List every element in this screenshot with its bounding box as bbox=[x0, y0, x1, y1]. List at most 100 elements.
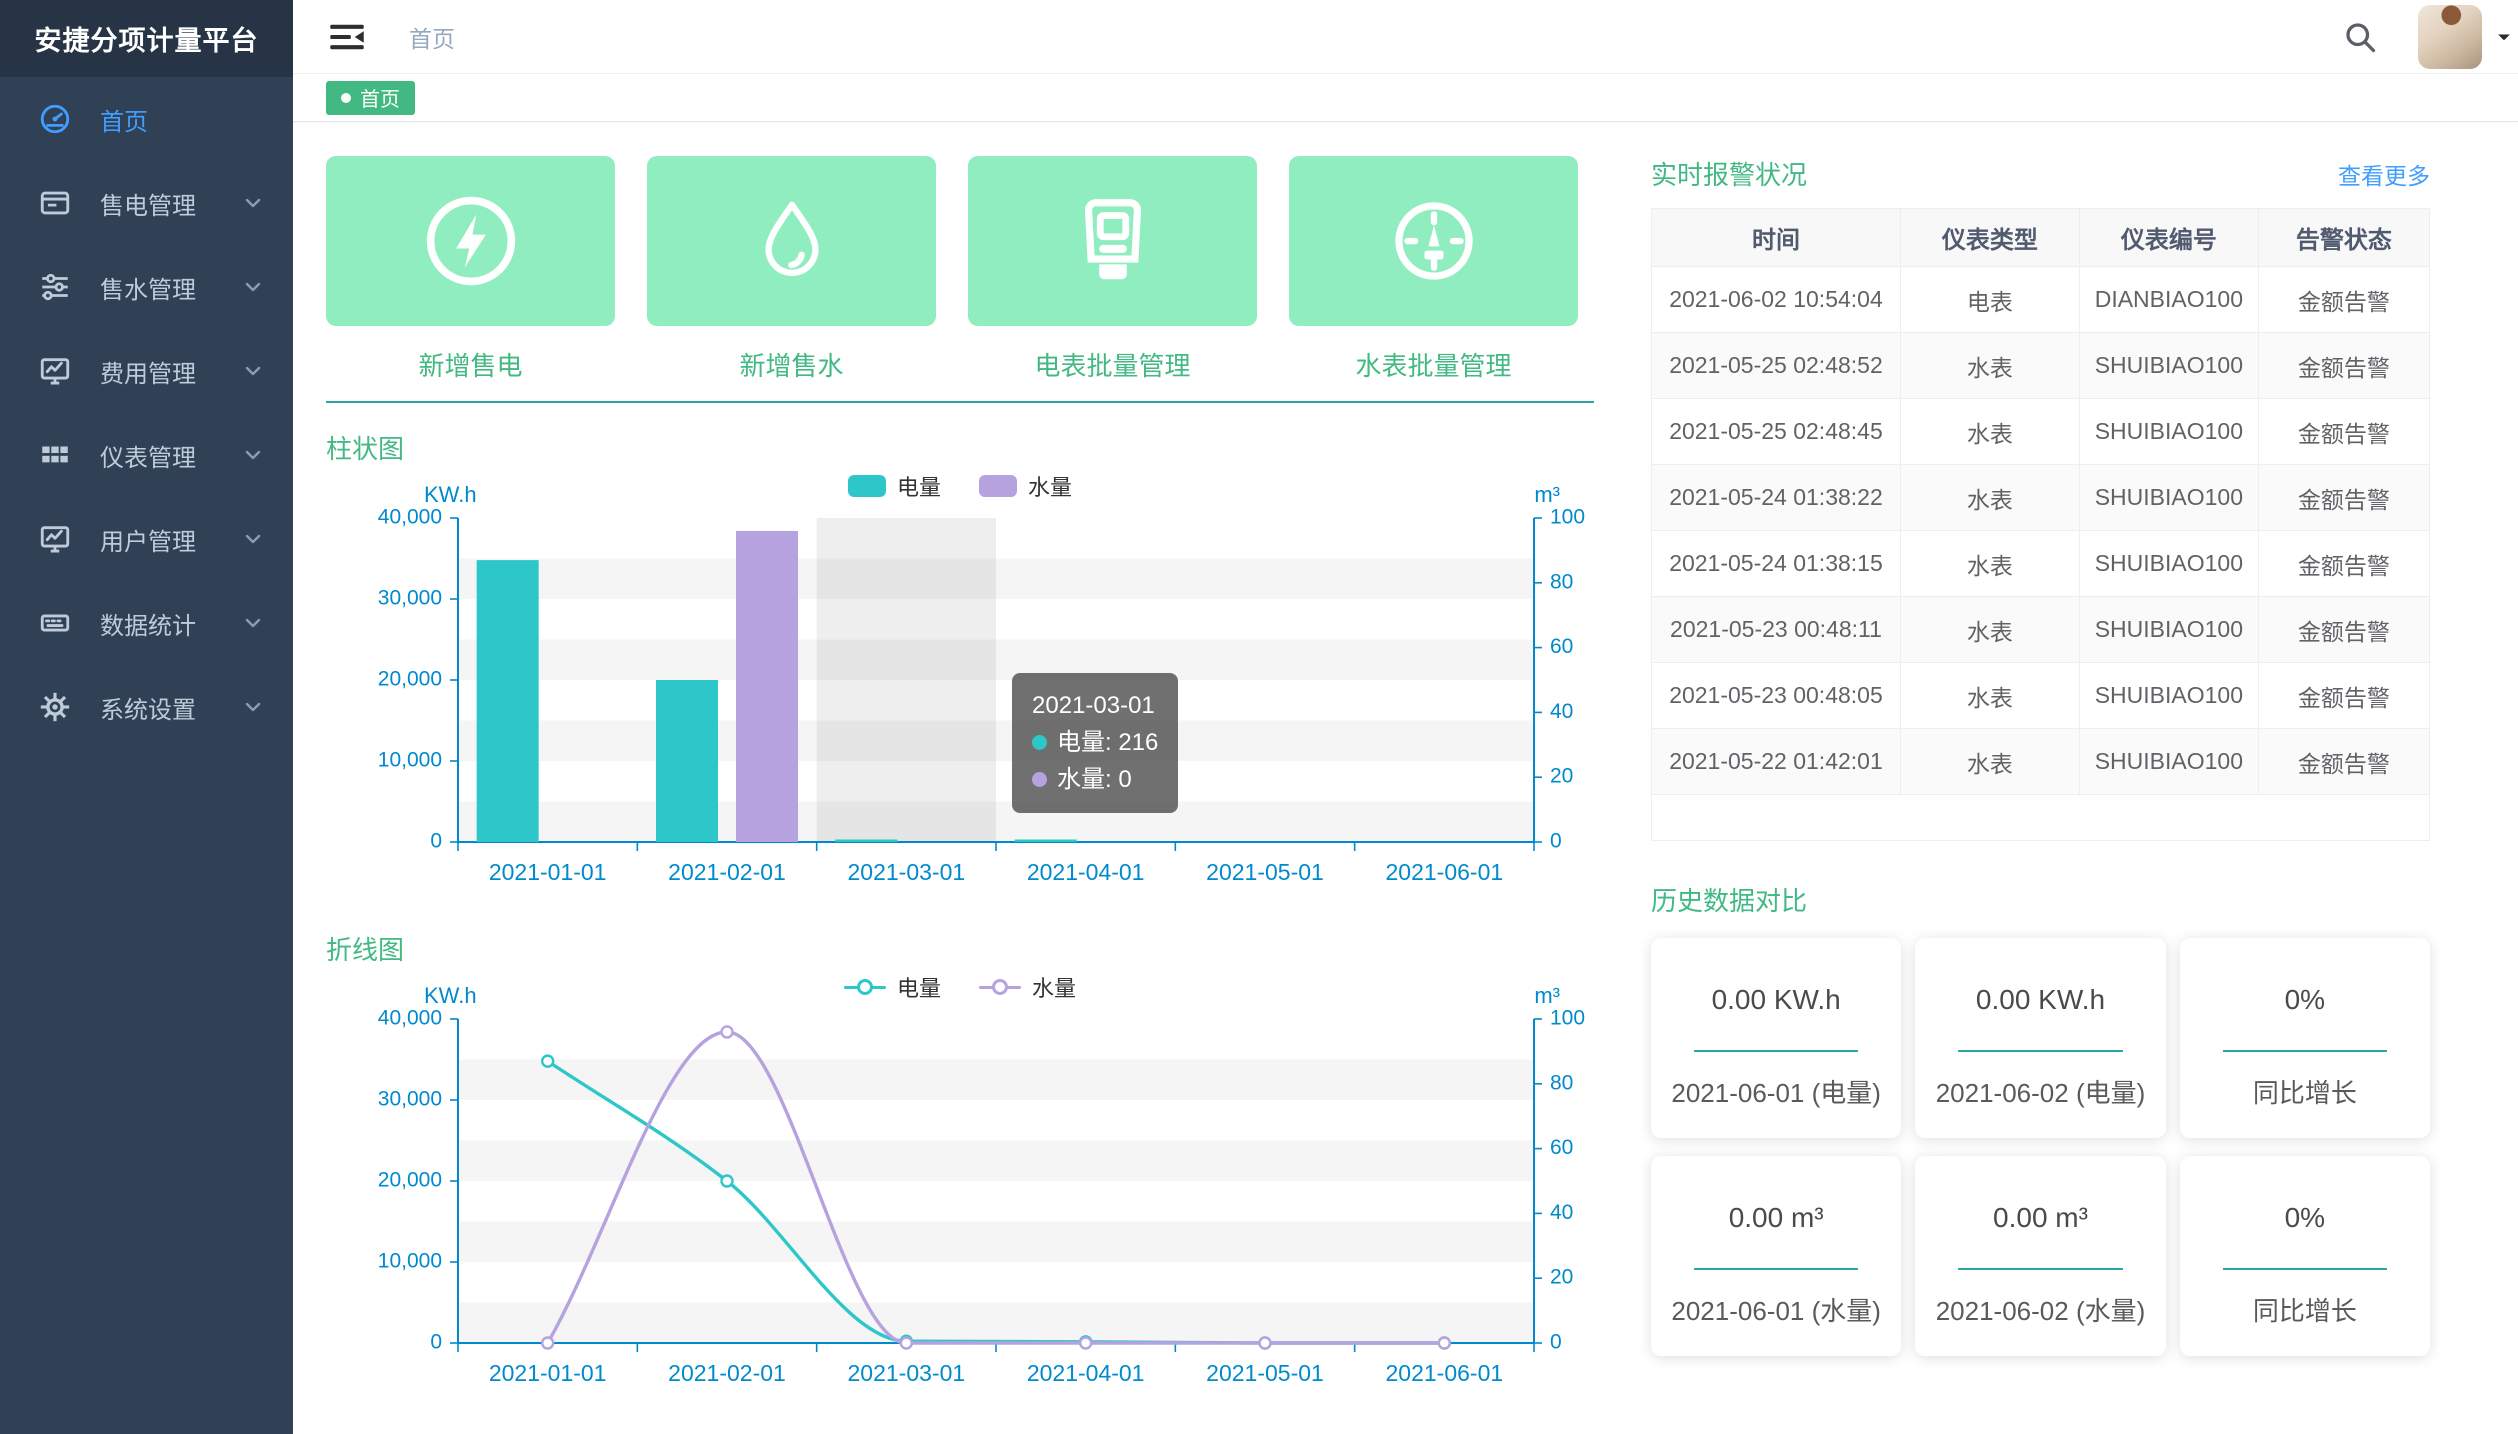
chevron-down-icon bbox=[241, 695, 265, 719]
column-header: 仪表类型 bbox=[1899, 208, 2080, 267]
svg-text:40,000: 40,000 bbox=[378, 506, 442, 529]
add-water-button[interactable]: 新增售水 bbox=[647, 156, 936, 383]
table-cell: 金额告警 bbox=[2257, 728, 2431, 795]
add-electricity-button[interactable]: 新增售电 bbox=[326, 156, 615, 383]
dashboard-icon bbox=[38, 102, 72, 136]
sidebar-item-statistics[interactable]: 数据统计 bbox=[0, 581, 293, 665]
history-card-label: 同比增长 bbox=[2252, 1295, 2357, 1326]
legend-line-marker bbox=[979, 979, 1021, 995]
alarm-panel-header: 实时报警状况 查看更多 bbox=[1651, 155, 2430, 192]
svg-text:60: 60 bbox=[1550, 635, 1573, 658]
tabs-bar: 首页 bbox=[293, 74, 2518, 122]
table-cell: 2021-05-24 01:38:22 bbox=[1651, 464, 1901, 531]
action-label: 新增售水 bbox=[739, 351, 844, 381]
legend-item-电量[interactable]: 电量 bbox=[843, 971, 941, 1003]
line-chart-canvas[interactable]: 0 10,000 20,000 30,000 40,000 0 20 40 60 80 100 202… bbox=[326, 969, 1594, 1405]
svg-text:20: 20 bbox=[1550, 1266, 1573, 1289]
table-cell: 水表 bbox=[1899, 728, 2080, 795]
svg-text:2021-06-01: 2021-06-01 bbox=[1386, 859, 1504, 885]
svg-text:2021-03-01: 2021-03-01 bbox=[848, 859, 966, 885]
table-cell: 2021-06-02 10:54:04 bbox=[1651, 266, 1901, 333]
bar-chart-canvas[interactable]: 0 10,000 20,000 30,000 40,000 0 20 40 60 80 100 202… bbox=[326, 468, 1594, 904]
chevron-down-icon[interactable] bbox=[2494, 27, 2514, 47]
svg-text:2021-05-01: 2021-05-01 bbox=[1206, 859, 1324, 885]
history-card-label: 2021-06-01 (电量) bbox=[1671, 1078, 1881, 1108]
chart-legend: 电量 水量 bbox=[326, 971, 1594, 1003]
view-more-link[interactable]: 查看更多 bbox=[2338, 163, 2430, 189]
user-avatar[interactable] bbox=[2418, 4, 2482, 69]
table-cell: 2021-05-25 02:48:45 bbox=[1651, 398, 1901, 465]
svg-text:2021-01-01: 2021-01-01 bbox=[489, 1360, 607, 1386]
svg-text:0: 0 bbox=[1550, 830, 1562, 853]
table-cell: 金额告警 bbox=[2257, 332, 2431, 399]
column-header: 告警状态 bbox=[2257, 208, 2431, 267]
action-label: 电表批量管理 bbox=[1034, 351, 1191, 381]
water-meter-batch-button[interactable]: 水表批量管理 bbox=[1289, 156, 1578, 383]
chevron-down-icon bbox=[241, 527, 265, 551]
table-row: 2021-05-25 02:48:52 水表 SHUIBIAO100 金额告警 bbox=[1651, 332, 2431, 399]
legend-item-水量[interactable]: 水量 bbox=[979, 971, 1076, 1003]
svg-text:30,000: 30,000 bbox=[378, 587, 442, 610]
table-cell: SHUIBIAO100 bbox=[2078, 596, 2259, 663]
table-cell: 水表 bbox=[1899, 464, 2080, 531]
column-header: 时间 bbox=[1651, 208, 1901, 267]
history-card-label: 2021-06-01 (水量) bbox=[1671, 1295, 1881, 1326]
quick-actions: 新增售电 新增售水 电表批量管理 水表批量管理 bbox=[326, 156, 1594, 383]
table-cell: 水表 bbox=[1899, 530, 2080, 597]
electric-meter-batch-button[interactable]: 电表批量管理 bbox=[968, 156, 1257, 383]
chevron-down-icon bbox=[241, 359, 265, 383]
legend-line-marker bbox=[843, 979, 886, 995]
sidebar-item-label: 系统设置 bbox=[100, 696, 196, 724]
svg-text:20: 20 bbox=[1550, 765, 1573, 788]
alarm-table-head: 时间 仪表类型 仪表编号 告警状态 bbox=[1651, 208, 2431, 267]
alarm-table-body: 2021-06-02 10:54:04 电表 DIANBIAO100 金额告警 2021… bbox=[1651, 266, 2431, 795]
legend-item-水量[interactable]: 水量 bbox=[979, 470, 1072, 502]
sidebar-item-label: 仪表管理 bbox=[100, 444, 196, 472]
svg-text:0: 0 bbox=[430, 1331, 442, 1354]
sidebar-item-meters[interactable]: 仪表管理 bbox=[0, 413, 293, 497]
svg-text:40: 40 bbox=[1550, 1201, 1573, 1224]
legend-swatch bbox=[847, 475, 886, 497]
table-cell: 电表 bbox=[1899, 266, 2080, 333]
svg-text:2021-05-01: 2021-05-01 bbox=[1206, 1360, 1324, 1386]
table-cell: 金额告警 bbox=[2257, 398, 2431, 465]
svg-text:40,000: 40,000 bbox=[378, 1007, 442, 1030]
table-cell: SHUIBIAO100 bbox=[2078, 728, 2259, 795]
legend-item-电量[interactable]: 电量 bbox=[847, 470, 941, 502]
history-card: 0.00 KW.h 2021-06-02 (电量) bbox=[1915, 938, 2166, 1138]
sidebar-item-users[interactable]: 用户管理 bbox=[0, 497, 293, 581]
sidebar-item-fees[interactable]: 费用管理 bbox=[0, 329, 293, 413]
table-row: 2021-05-24 01:38:15 水表 SHUIBIAO100 金额告警 bbox=[1651, 530, 2431, 597]
chevron-down-icon bbox=[241, 611, 265, 635]
alarm-panel-title: 实时报警状况 bbox=[1651, 160, 1808, 190]
right-axis-unit: m³ bbox=[1534, 983, 1560, 1008]
history-card-value: 0.00 m³ bbox=[1993, 1201, 2088, 1233]
sidebar-item-water-sales[interactable]: 售水管理 bbox=[0, 245, 293, 329]
sidebar-item-home[interactable]: 首页 bbox=[0, 77, 293, 161]
sidebar-item-label: 首页 bbox=[100, 108, 148, 136]
history-card-value: 0.00 m³ bbox=[1728, 1201, 1824, 1233]
left-column: 新增售电 新增售水 电表批量管理 水表批量管理 柱状图 电量 水量 KW.h m³ 0 10,0… bbox=[326, 122, 1594, 1434]
table-cell: DIANBIAO100 bbox=[2078, 266, 2259, 333]
sidebar-item-electricity-sales[interactable]: 售电管理 bbox=[0, 161, 293, 245]
svg-text:2021-06-01: 2021-06-01 bbox=[1386, 1360, 1504, 1386]
keyboard-icon bbox=[38, 606, 72, 640]
tab-home-label: 首页 bbox=[360, 89, 400, 111]
right-column: 实时报警状况 查看更多 时间 仪表类型 仪表编号 告警状态 2021-06-02 10… bbox=[1651, 122, 2431, 1434]
table-cell: 2021-05-23 00:48:11 bbox=[1651, 596, 1901, 663]
svg-text:60: 60 bbox=[1550, 1136, 1573, 1159]
table-cell: 金额告警 bbox=[2257, 266, 2431, 333]
search-icon[interactable] bbox=[2342, 19, 2378, 55]
sidebar-menu: 首页售电管理 售水管理 费用管理仪表管理用户管理 数据统计系统设置 bbox=[0, 77, 293, 749]
table-cell: 水表 bbox=[1899, 398, 2080, 465]
history-card: 0.00 KW.h 2021-06-01 (电量) bbox=[1651, 938, 1902, 1138]
breadcrumb: 首页 bbox=[409, 25, 455, 52]
sidebar-item-settings[interactable]: 系统设置 bbox=[0, 665, 293, 749]
chevron-down-icon bbox=[241, 443, 265, 467]
history-card-value: 0.00 KW.h bbox=[1711, 984, 1841, 1015]
chart-legend: 电量 水量 bbox=[326, 470, 1594, 502]
tab-home[interactable]: 首页 bbox=[326, 80, 415, 115]
grid-icon bbox=[38, 438, 72, 472]
hamburger-icon[interactable] bbox=[329, 21, 365, 53]
table-cell: 金额告警 bbox=[2257, 596, 2431, 663]
